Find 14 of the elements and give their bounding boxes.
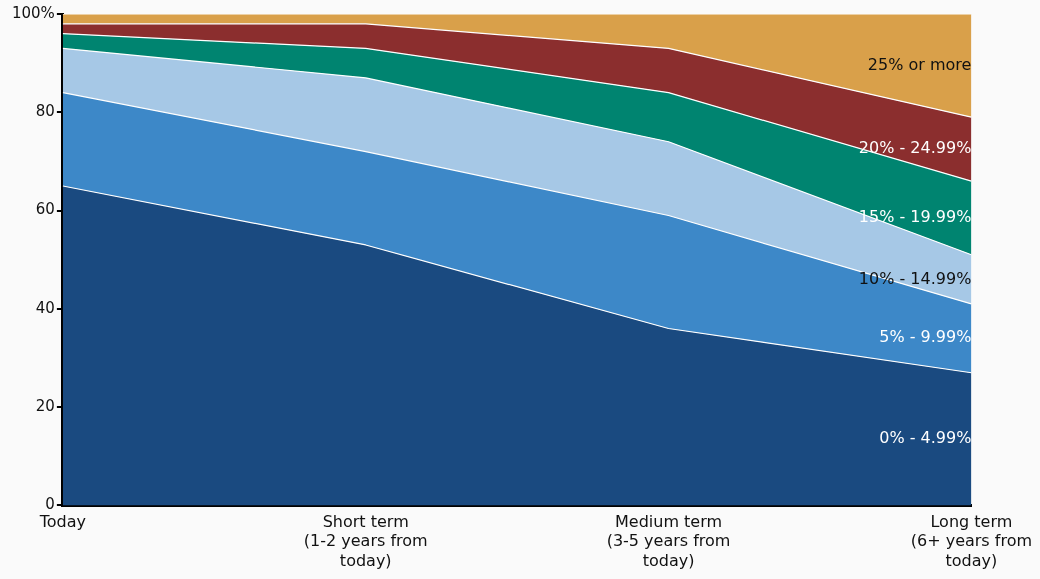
y-tick-label: 60 bbox=[35, 200, 55, 219]
y-tick-label: 20 bbox=[35, 397, 55, 416]
series-label: 20% - 24.99% bbox=[858, 138, 972, 158]
x-tick-label: Today bbox=[38, 512, 87, 532]
series-label: 0% - 4.99% bbox=[879, 428, 972, 448]
y-tick-label: 100% bbox=[11, 3, 55, 22]
series-label: 25% or more bbox=[867, 54, 972, 74]
y-tick-label: 0 bbox=[45, 495, 55, 514]
series-label: 5% - 9.99% bbox=[879, 327, 972, 347]
y-tick-label: 40 bbox=[35, 298, 55, 317]
x-tick-label: Medium term (3-5 years from today) bbox=[606, 512, 731, 570]
x-tick-label: Long term (6+ years from today) bbox=[910, 512, 1032, 570]
x-tick-label: Short term (1-2 years from today) bbox=[303, 512, 428, 570]
y-tick-label: 80 bbox=[35, 102, 55, 121]
